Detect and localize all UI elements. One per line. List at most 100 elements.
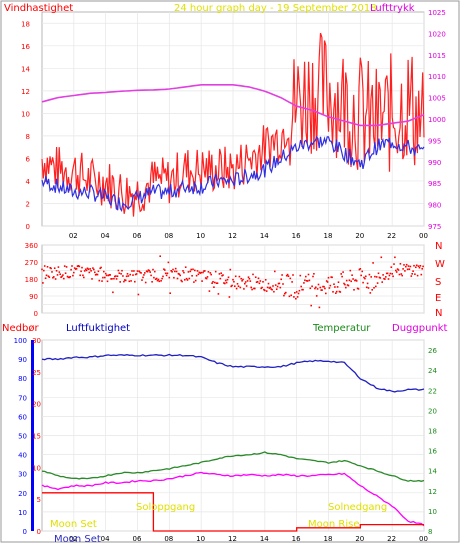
wind-direction-point: [332, 291, 334, 293]
wind-direction-point: [366, 282, 369, 285]
wind-direction-point: [413, 264, 415, 267]
wind-direction-point: [124, 279, 126, 281]
wind-direction-point: [48, 276, 51, 278]
wind-direction-point: [62, 274, 64, 276]
wind-direction-point: [405, 265, 407, 268]
wind-direction-point: [100, 266, 102, 269]
wind-direction-point: [397, 269, 400, 271]
wind-direction-point: [385, 276, 387, 278]
wind-direction-point: [325, 292, 327, 295]
wind-direction-point: [171, 271, 173, 273]
wind-direction-point: [120, 273, 122, 275]
wind-direction-point: [229, 268, 232, 271]
y-tick-label-humidity: 80: [18, 375, 27, 383]
wind-direction-point: [410, 275, 413, 277]
wind-direction-point: [388, 274, 391, 277]
wind-direction-point: [323, 285, 325, 288]
wind-direction-point: [343, 282, 345, 285]
y-tick-label-rain: 5: [37, 496, 41, 504]
wind-direction-point: [359, 268, 362, 270]
y-tick-label-rain: 20: [32, 401, 41, 409]
wind-direction-point: [115, 278, 118, 280]
wind-direction-point: [242, 278, 244, 281]
wind-direction-point: [55, 270, 58, 272]
wind-direction-point: [126, 273, 129, 275]
wind-direction-point: [385, 272, 388, 275]
wind-direction-point: [129, 273, 131, 276]
wind-direction-point: [185, 277, 188, 280]
y-tick-label-humidity: 60: [18, 413, 27, 421]
wind-direction-point: [365, 275, 367, 278]
wind-direction-point: [58, 271, 61, 273]
wind-direction-point: [306, 280, 309, 282]
wind-direction-point: [254, 276, 257, 278]
wind-direction-point: [284, 292, 286, 295]
wind-direction-point: [400, 273, 403, 275]
wind-direction-point: [330, 276, 332, 278]
x-tick-label: 06: [133, 232, 142, 240]
wind-direction-point: [315, 295, 318, 297]
wind-direction-point: [300, 285, 302, 288]
wind-direction-point: [141, 279, 143, 281]
wind-direction-point: [110, 278, 112, 280]
wind-direction-point: [201, 280, 203, 282]
wind-direction-point: [345, 279, 348, 282]
wind-direction-point: [57, 266, 60, 268]
y-tick-label-rain: 0: [37, 528, 41, 536]
wind-direction-point: [398, 273, 401, 276]
wind-direction-point: [84, 268, 87, 271]
wind-direction-point: [71, 265, 73, 267]
x-tick-label: 06: [133, 535, 142, 543]
wind-direction-point: [315, 286, 317, 289]
wind-direction-point: [414, 273, 416, 275]
wind-direction-point: [285, 274, 288, 277]
wind-direction-point: [244, 281, 247, 283]
wind-direction-point: [128, 280, 131, 283]
wind-direction-point: [405, 263, 408, 266]
wind-direction-point: [114, 275, 116, 278]
wind-direction-point: [101, 280, 103, 282]
wind-direction-point: [245, 285, 248, 287]
wind-direction-point: [105, 274, 108, 277]
wind-direction-point: [310, 304, 312, 307]
wind-direction-point: [137, 293, 140, 296]
compass-label: W: [435, 259, 445, 270]
legend-humidity: Luftfuktighet: [66, 323, 130, 334]
wind-direction-point: [276, 285, 279, 288]
y-tick-label-temperature: 16: [428, 448, 437, 456]
wind-direction-point: [420, 273, 423, 276]
wind-direction-point: [415, 264, 418, 267]
wind-direction-point: [109, 274, 111, 276]
y-tick-label-pressure: 995: [428, 137, 441, 145]
wind-direction-point: [85, 269, 88, 272]
wind-direction-point: [308, 279, 311, 282]
wind-direction-point: [121, 269, 123, 272]
x-tick-label: 10: [196, 535, 205, 543]
wind-direction-point: [396, 268, 399, 270]
wind-direction-point: [246, 280, 249, 282]
wind-direction-point: [304, 279, 306, 282]
wind-direction-point: [344, 283, 346, 286]
wind-direction-point: [399, 263, 402, 265]
wind-direction-point: [384, 278, 386, 280]
wind-direction-point: [281, 274, 283, 276]
wind-direction-point: [361, 270, 363, 273]
wind-direction-point: [211, 282, 213, 284]
sunset-label: Solnedgang: [328, 502, 387, 513]
wind-direction-point: [49, 267, 51, 269]
wind-direction-point: [299, 274, 302, 277]
wind-direction-point: [174, 267, 177, 270]
wind-direction-point: [43, 269, 45, 272]
wind-direction-point: [336, 286, 339, 288]
wind-direction-point: [239, 286, 242, 289]
wind-direction-point: [370, 276, 372, 278]
wind-direction-point: [67, 276, 70, 279]
wind-direction-point: [140, 272, 142, 274]
wind-direction-point: [296, 296, 299, 298]
wind-direction-point: [331, 276, 333, 279]
wind-direction-point: [123, 280, 125, 283]
wind-direction-point: [419, 265, 422, 267]
wind-direction-point: [309, 287, 312, 290]
y-tick-label-humidity: 0: [23, 528, 27, 536]
